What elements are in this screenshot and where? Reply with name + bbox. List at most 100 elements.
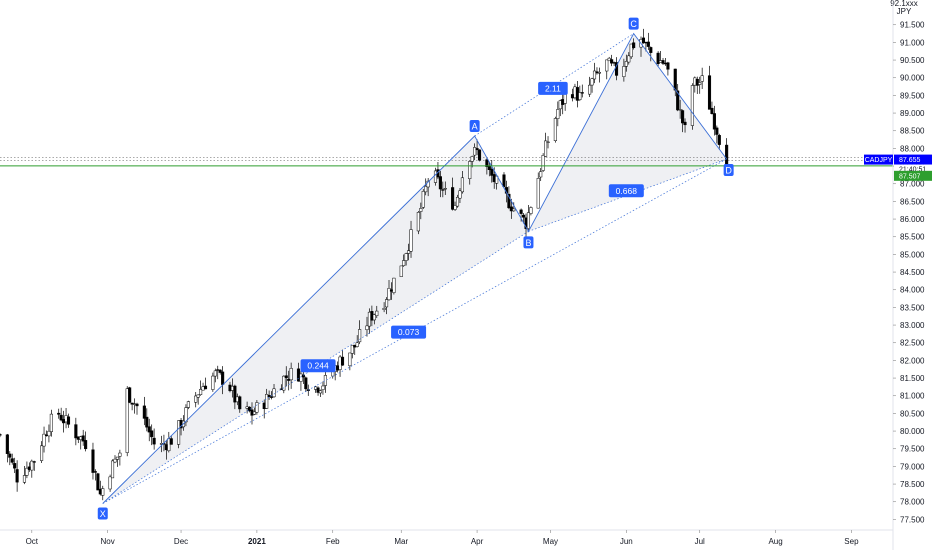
candle-body: [199, 389, 203, 395]
candle-body: [490, 168, 494, 176]
candle-body: [152, 437, 156, 445]
price-tick-label: 82.500: [900, 339, 925, 348]
candle-body: [96, 473, 100, 491]
candle-body: [519, 209, 523, 214]
pattern-triangle-bcd: [528, 33, 727, 232]
candle-body: [0, 434, 2, 436]
candle-body: [715, 127, 719, 135]
pattern-ratio: 0.244: [300, 359, 336, 373]
candle-body: [323, 375, 327, 386]
candle-body: [681, 110, 685, 124]
candle-body: [725, 144, 729, 168]
candle-body: [409, 229, 413, 252]
time-tick-label: May: [543, 537, 558, 546]
candle-body: [495, 175, 499, 184]
time-tick-label: Jun: [620, 537, 633, 546]
candle-body: [632, 42, 636, 49]
pattern-ratio-badge: [391, 325, 427, 339]
price-tick-label: 83.000: [900, 321, 925, 330]
price-axis[interactable]: 92.1xxx JPY 77.500 78.000 78.500 79.000 79.5…: [864, 0, 932, 550]
price-tick-label: 80.000: [900, 427, 925, 436]
candle-body: [387, 288, 391, 301]
countdown-bg: [894, 164, 932, 174]
candle-body: [426, 180, 430, 188]
candle-body: [544, 140, 548, 157]
candle-body: [468, 161, 472, 180]
candle-body: [93, 471, 97, 473]
candle-body: [135, 403, 139, 407]
pattern-point-a: A: [469, 120, 480, 133]
candle-body: [66, 416, 71, 425]
candle-body: [15, 469, 19, 483]
candle-body: [539, 171, 543, 178]
candle-body: [184, 407, 188, 423]
currency-label: JPY: [897, 7, 912, 16]
candle-body: [118, 452, 122, 457]
candle-body: [196, 394, 200, 398]
candle-body: [690, 85, 694, 126]
candle-body: [424, 186, 428, 193]
candle-body: [331, 371, 335, 377]
price-tick-label: 88.500: [900, 127, 925, 136]
candle-body: [676, 90, 680, 111]
candle-body: [316, 387, 320, 393]
candle-body: [30, 460, 34, 471]
candle-body: [453, 205, 457, 210]
pattern-point-badge: [469, 120, 480, 133]
candle-body: [646, 41, 650, 47]
pattern-point-label: X: [100, 509, 106, 519]
price-tick-label: 88.000: [900, 144, 925, 153]
pattern-ratio: 2.11: [538, 81, 568, 95]
candle-body: [529, 207, 533, 214]
candle-body: [485, 159, 489, 167]
candle-body: [421, 191, 425, 208]
line-price-tag: 87.507: [894, 170, 932, 181]
candle-body: [318, 390, 323, 394]
candle-body: [49, 413, 53, 432]
price-tick-label: 91.000: [900, 38, 925, 47]
candle-body: [142, 405, 146, 419]
candle-body: [678, 109, 682, 111]
time-tick-label: Jul: [695, 537, 705, 546]
price-tick-label: 89.000: [900, 109, 925, 118]
candle-body: [649, 47, 653, 53]
candle-body: [321, 385, 325, 390]
candle-body: [477, 149, 482, 161]
price-tick-label: 90.500: [900, 56, 925, 65]
symbol-tag-bg: [864, 154, 893, 165]
candle-body: [84, 440, 88, 450]
candle-body: [5, 434, 9, 454]
symbol-tag: CADJPY: [864, 154, 893, 165]
current-price-value: 87.655: [899, 157, 921, 164]
candle-body: [213, 370, 217, 377]
candle-body: [553, 118, 557, 141]
time-tick-label: Oct: [26, 537, 39, 546]
candle-body: [57, 412, 61, 415]
candle-body: [698, 82, 702, 85]
candle-body: [145, 416, 149, 428]
candle-body: [282, 375, 286, 391]
candle-body: [25, 467, 29, 476]
candle-body: [597, 72, 601, 74]
pattern-ratio-badge: [608, 184, 644, 198]
candle-body: [419, 208, 423, 212]
candle-body: [712, 113, 716, 130]
pattern-point-label: B: [525, 238, 531, 248]
time-axis[interactable]: Oct Nov Dec 2021 Feb Mar Apr May Jun Jul Aug Sep: [0, 529, 893, 546]
line-price-bg: [894, 170, 932, 181]
price-tick-label: 77.500: [900, 515, 925, 524]
candle-body: [284, 375, 288, 378]
time-tick-label: Aug: [768, 537, 782, 546]
candle-body: [233, 385, 237, 403]
pattern-point-badge: [97, 507, 108, 520]
price-axis-top-label: 92.1xxx: [890, 0, 918, 8]
candle-body: [348, 352, 352, 367]
candle-body: [289, 368, 293, 381]
candle-body: [580, 92, 584, 94]
candle-body: [661, 60, 665, 64]
pattern-point-label: A: [472, 122, 478, 132]
price-tick-label: 86.500: [900, 197, 925, 206]
candle-body: [556, 109, 560, 119]
plot-area[interactable]: [0, 28, 893, 504]
